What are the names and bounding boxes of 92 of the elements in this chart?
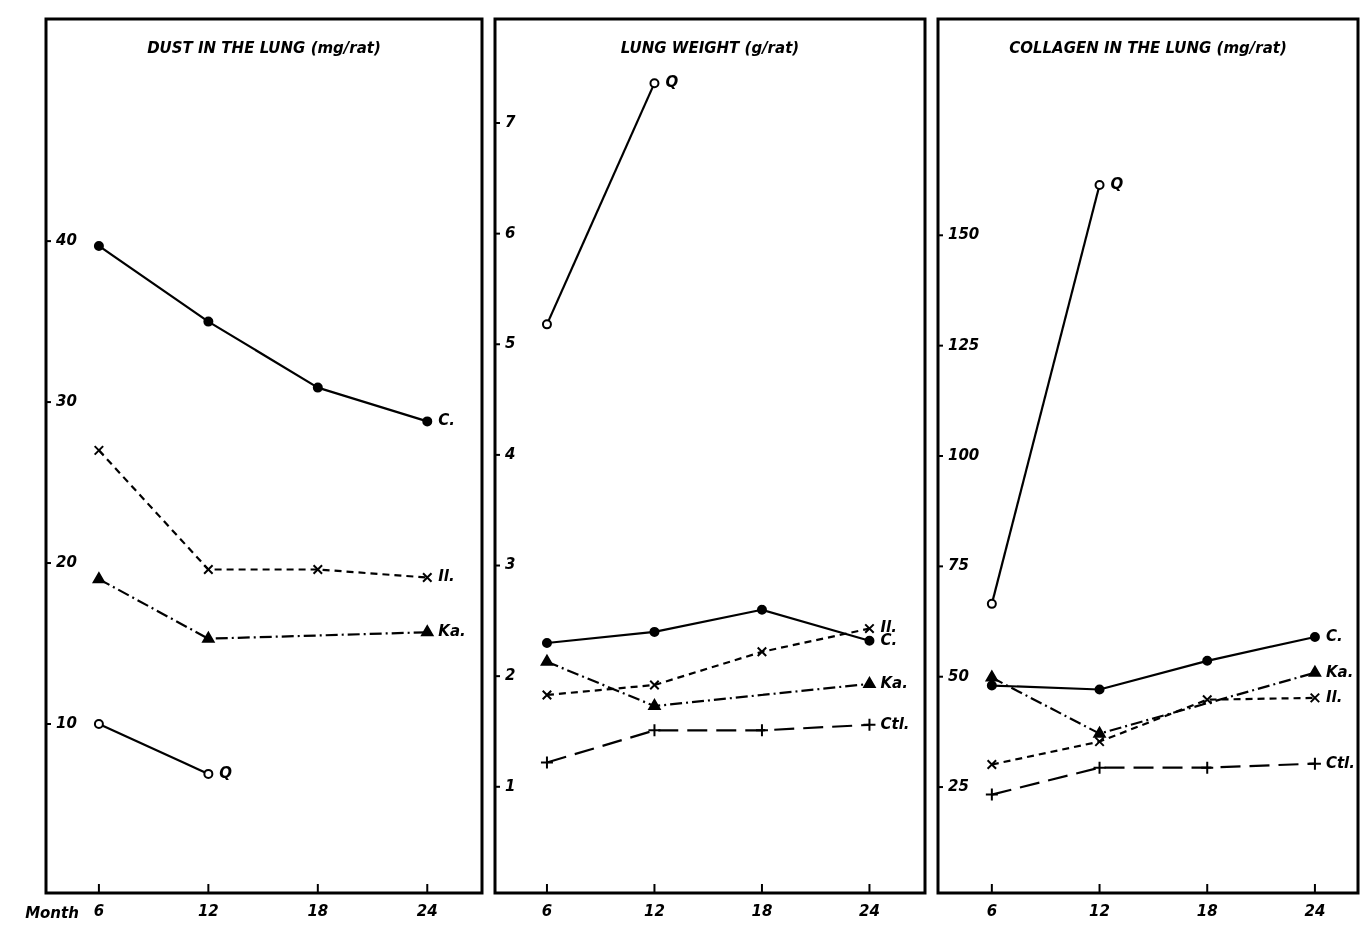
y-tick-label: 150 xyxy=(948,225,980,244)
point xyxy=(541,319,552,330)
x-tick-label: 6 xyxy=(93,901,105,920)
y-tick-label: 6 xyxy=(505,223,516,242)
series-label: Q xyxy=(1110,174,1124,193)
series-label: C. xyxy=(438,411,455,430)
point xyxy=(93,718,104,729)
point xyxy=(539,755,554,770)
x-tick-label: 18 xyxy=(751,901,773,920)
point xyxy=(756,604,767,615)
series-label: Ka. xyxy=(438,622,466,641)
x-tick-label: 12 xyxy=(197,901,219,920)
x-tick-label: 12 xyxy=(644,901,665,920)
y-tick-label: 40 xyxy=(55,231,77,250)
series-label: Il. xyxy=(438,567,455,586)
text: LUNG WEIGHT (g/rat) xyxy=(620,38,800,57)
point xyxy=(541,637,552,648)
point xyxy=(202,631,215,643)
x-tick-label: 18 xyxy=(1196,901,1218,920)
point xyxy=(312,564,324,575)
point xyxy=(863,676,876,688)
series-label: Q xyxy=(665,73,679,92)
point xyxy=(1309,692,1321,704)
y-tick-label: 1 xyxy=(505,776,516,795)
point xyxy=(1094,736,1105,747)
y-tick-label: 7 xyxy=(505,112,516,131)
point xyxy=(422,572,433,583)
point xyxy=(984,787,999,802)
x-tick-label: 18 xyxy=(307,901,329,920)
y-tick-label: 100 xyxy=(948,445,980,464)
series-label: Ka. xyxy=(880,673,908,692)
series-label: Ctl. xyxy=(880,714,910,733)
point xyxy=(422,416,433,427)
series-label: Q xyxy=(219,763,233,782)
point xyxy=(421,625,434,637)
point xyxy=(1309,631,1320,642)
x-tick-label: 24 xyxy=(1304,901,1326,920)
point xyxy=(1307,756,1322,771)
y-tick-label: 25 xyxy=(948,776,969,795)
point xyxy=(93,240,104,251)
point xyxy=(1094,684,1105,695)
point xyxy=(864,623,875,634)
point xyxy=(864,635,875,646)
x-tick-label: 6 xyxy=(986,901,998,920)
y-tick-label: 5 xyxy=(505,334,516,353)
point xyxy=(986,680,997,691)
y-tick-label: 50 xyxy=(948,666,969,685)
y-tick-label: 2 xyxy=(505,666,516,685)
x-tick-label: 24 xyxy=(416,901,438,920)
series-label: Ctl. xyxy=(1325,753,1355,772)
point xyxy=(541,689,553,701)
series-label: Ka. xyxy=(1325,662,1354,681)
point xyxy=(203,768,214,779)
y-tick-label: 3 xyxy=(505,555,516,574)
text: COLLAGEN IN THE LUNG (mg/rat) xyxy=(1009,38,1287,57)
point xyxy=(756,646,768,658)
y-tick-label: 20 xyxy=(56,552,77,571)
x-tick-label: 24 xyxy=(859,901,880,920)
point xyxy=(92,572,106,584)
y-tick-label: 4 xyxy=(504,444,516,463)
point xyxy=(986,759,998,770)
point xyxy=(203,564,214,575)
y-tick-label: 30 xyxy=(56,391,77,410)
point xyxy=(540,654,554,666)
y-tick-label: 125 xyxy=(948,335,980,354)
point xyxy=(985,670,999,682)
x-tick-label: 12 xyxy=(1089,901,1110,920)
point xyxy=(862,717,877,732)
point xyxy=(647,723,662,738)
point xyxy=(1201,694,1213,705)
y-tick-label: 10 xyxy=(56,713,77,732)
point xyxy=(203,316,214,327)
series-label: Il. xyxy=(1325,687,1343,706)
point xyxy=(649,626,660,637)
point xyxy=(1092,760,1107,775)
text: DUST IN THE LUNG (mg/rat) xyxy=(147,38,381,57)
x-tick-label: 6 xyxy=(541,901,553,920)
point xyxy=(1200,760,1215,775)
series-label: C. xyxy=(1325,626,1343,645)
point xyxy=(312,382,323,393)
point xyxy=(1093,726,1106,738)
point xyxy=(93,445,105,456)
point xyxy=(1308,665,1322,677)
point xyxy=(648,699,661,711)
x-axis-title: Month xyxy=(25,903,79,922)
point xyxy=(649,78,660,89)
point xyxy=(986,598,997,609)
y-tick-label: 75 xyxy=(948,556,969,575)
point xyxy=(1202,655,1213,666)
point xyxy=(1094,179,1105,190)
point xyxy=(754,723,769,738)
point xyxy=(649,679,660,691)
